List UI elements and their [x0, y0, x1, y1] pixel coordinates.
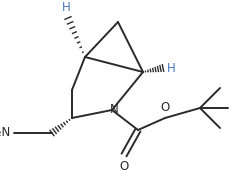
Text: H: H — [167, 62, 176, 74]
Text: O: O — [119, 160, 129, 173]
Text: H₂N: H₂N — [0, 126, 11, 140]
Text: H: H — [62, 1, 70, 14]
Text: N: N — [110, 103, 118, 116]
Text: O: O — [160, 101, 170, 114]
